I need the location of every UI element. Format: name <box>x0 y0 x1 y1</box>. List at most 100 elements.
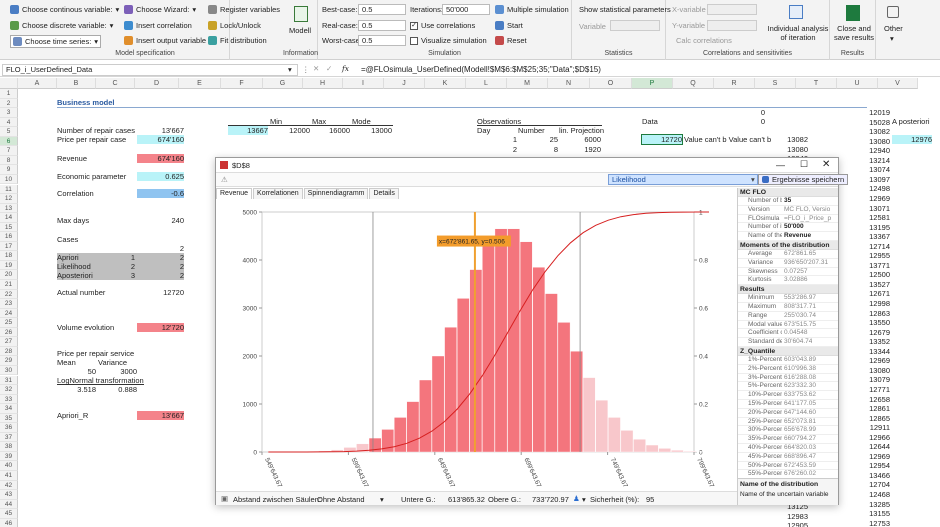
row-header[interactable]: 27 <box>0 337 18 347</box>
column-header[interactable]: I <box>343 78 384 89</box>
panel-row[interactable]: Kurtosis 3.02886 <box>738 276 838 286</box>
start-button[interactable]: Start <box>495 21 523 30</box>
observation-cell[interactable]: 2 <box>512 144 517 154</box>
row-header[interactable]: 21 <box>0 280 18 290</box>
panel-row[interactable]: Range 255'030.74 <box>738 312 838 321</box>
u-column-cell[interactable]: 12679 <box>869 327 890 337</box>
chevron-down-icon[interactable]: ▾ <box>582 495 586 504</box>
worst-case-input[interactable]: 0.5 <box>358 35 406 46</box>
row-header[interactable]: 44 <box>0 499 18 510</box>
model-button[interactable]: Modell <box>289 26 312 35</box>
row-header[interactable]: 26 <box>0 327 18 338</box>
column-header[interactable]: T <box>796 78 837 89</box>
u-column-cell[interactable]: 13074 <box>869 165 890 175</box>
minimize-icon[interactable]: — <box>776 160 785 170</box>
observation-cell[interactable]: 25 <box>549 135 558 144</box>
row-header[interactable]: 32 <box>0 385 18 395</box>
insert-correlation-button[interactable]: Insert correlation <box>124 21 192 30</box>
u-column-cell[interactable]: 13080 <box>869 136 890 146</box>
row-header[interactable]: 4 <box>0 117 18 128</box>
other-button[interactable]: Other <box>884 24 903 33</box>
panel-section-header[interactable]: Moments of the distribution <box>738 240 838 250</box>
close-save-button[interactable]: Close and save results <box>833 24 875 42</box>
u-column-cell[interactable]: 12019 <box>869 108 890 117</box>
max-value[interactable]: 16000 <box>329 126 350 135</box>
maximize-icon[interactable]: ☐ <box>800 159 809 169</box>
choose-time-series-button[interactable]: Choose time series: ▾ <box>10 35 102 48</box>
dialog-titlebar[interactable]: $D$8 — ☐ ✕ <box>216 158 838 173</box>
row-header[interactable]: 5 <box>0 127 18 137</box>
x-variable-select[interactable] <box>707 4 757 15</box>
y-variable-select[interactable] <box>707 20 757 31</box>
chevron-down-icon[interactable]: ▾ <box>751 175 755 184</box>
price-value[interactable]: 674'160 <box>137 135 184 144</box>
observation-cell[interactable]: 6000 <box>584 135 601 144</box>
u-column-cell[interactable]: 13214 <box>869 155 890 165</box>
u-column-cell[interactable]: 13155 <box>869 509 890 519</box>
min-value-cell[interactable]: 13667 <box>228 126 268 135</box>
u-column-cell[interactable]: 13771 <box>869 260 890 270</box>
u-column-cell[interactable]: 12969 <box>869 451 890 461</box>
row-header[interactable]: 2 <box>0 98 18 109</box>
visualize-checkbox[interactable]: Visualize simulation <box>410 36 487 45</box>
show-params-button[interactable]: Show statistical parameters <box>579 5 671 14</box>
u-column-cell[interactable]: 12940 <box>869 146 890 156</box>
row-header[interactable]: 35 <box>0 413 18 424</box>
max-days-value[interactable]: 240 <box>171 216 184 225</box>
individual-analysis-button[interactable]: Individual analysis of iteration <box>767 24 829 42</box>
tab-revenue[interactable]: Revenue <box>216 188 253 199</box>
u-column-cell[interactable]: 13097 <box>869 174 890 184</box>
panel-row[interactable]: Name of the Revenue <box>738 232 838 241</box>
mean-value[interactable]: 50 <box>87 367 96 376</box>
cancel-icon[interactable]: ✕ <box>313 64 320 73</box>
results-dialog[interactable]: $D$8 — ☐ ✕ ⚠ Likelihood ▾ Ergebnisse spe… <box>215 157 849 505</box>
row-header[interactable]: 10 <box>0 174 18 185</box>
panel-row[interactable]: 35%-Percent 660'794.27 <box>738 435 838 444</box>
u-column-cell[interactable]: 13082 <box>869 127 890 137</box>
row-header[interactable]: 25 <box>0 318 18 328</box>
row-header[interactable]: 41 <box>0 471 18 481</box>
u-column-cell[interactable]: 12969 <box>869 193 890 203</box>
u-column-cell[interactable]: 12714 <box>869 241 890 251</box>
correlation-value[interactable]: -0.6 <box>137 189 184 198</box>
column-header[interactable]: B <box>57 78 96 89</box>
column-header[interactable]: H <box>303 78 343 89</box>
panel-row[interactable]: Number of b 35 <box>738 197 838 206</box>
u-column-cell[interactable]: 13352 <box>869 337 890 347</box>
distribution-selector[interactable]: Likelihood <box>608 174 758 185</box>
u-column-cell[interactable]: 13466 <box>869 470 890 480</box>
panel-row[interactable]: 50%-Percent 672'453.59 <box>738 462 838 471</box>
reset-button[interactable]: Reset <box>495 36 527 45</box>
lock-unlock-button[interactable]: Lock/Unlock <box>208 21 261 30</box>
tab-spinnendiagramm[interactable]: Spinnendiagramm <box>303 188 369 199</box>
s-column-cell[interactable]: 13082 <box>787 135 808 144</box>
panel-row[interactable]: 45%-Percent 668'896.47 <box>738 453 838 462</box>
lognormal-b[interactable]: 0.888 <box>118 385 137 394</box>
s-column-cell[interactable]: 12905 <box>787 521 808 527</box>
row-header[interactable]: 29 <box>0 356 18 366</box>
panel-row[interactable]: Version MC FLO, Versio <box>738 206 838 215</box>
u-column-cell[interactable]: 13285 <box>869 499 890 509</box>
panel-row[interactable]: 25%-Percent 652'073.81 <box>738 418 838 427</box>
row-header[interactable]: 3 <box>0 108 18 118</box>
panel-row[interactable]: Skewness 0.07257 <box>738 268 838 277</box>
s-column-cell[interactable]: 13125 <box>787 502 808 512</box>
u-column-cell[interactable]: 12658 <box>869 394 890 404</box>
column-header[interactable]: D <box>135 78 179 89</box>
u-column-cell[interactable]: 13195 <box>869 222 890 232</box>
u-column-cell[interactable]: 12954 <box>869 461 890 471</box>
panel-row[interactable]: Average 672'861.65 <box>738 250 838 259</box>
row-header[interactable]: 20 <box>0 270 18 280</box>
safety-value[interactable]: 95 <box>646 495 655 504</box>
panel-row[interactable]: 3%-Percentil 616'288.08 <box>738 374 838 383</box>
chevron-down-icon[interactable]: ▾ <box>380 495 384 504</box>
calc-correlations-button[interactable]: Calc correlations <box>676 36 732 45</box>
panel-row[interactable]: 1%-Percentil 603'043.89 <box>738 356 838 365</box>
row-header[interactable]: 15 <box>0 222 18 233</box>
lower-bound-value[interactable]: 613'865.32 <box>448 495 485 504</box>
panel-row[interactable]: 2%-Percentil 610'996.38 <box>738 365 838 374</box>
insert-output-button[interactable]: Insert output variable <box>124 36 206 45</box>
u-column-cell[interactable]: 12498 <box>869 184 890 194</box>
aposteriori-row[interactable]: Aposteriori <box>57 271 184 280</box>
s-column-cell[interactable]: 13080 <box>787 144 808 154</box>
